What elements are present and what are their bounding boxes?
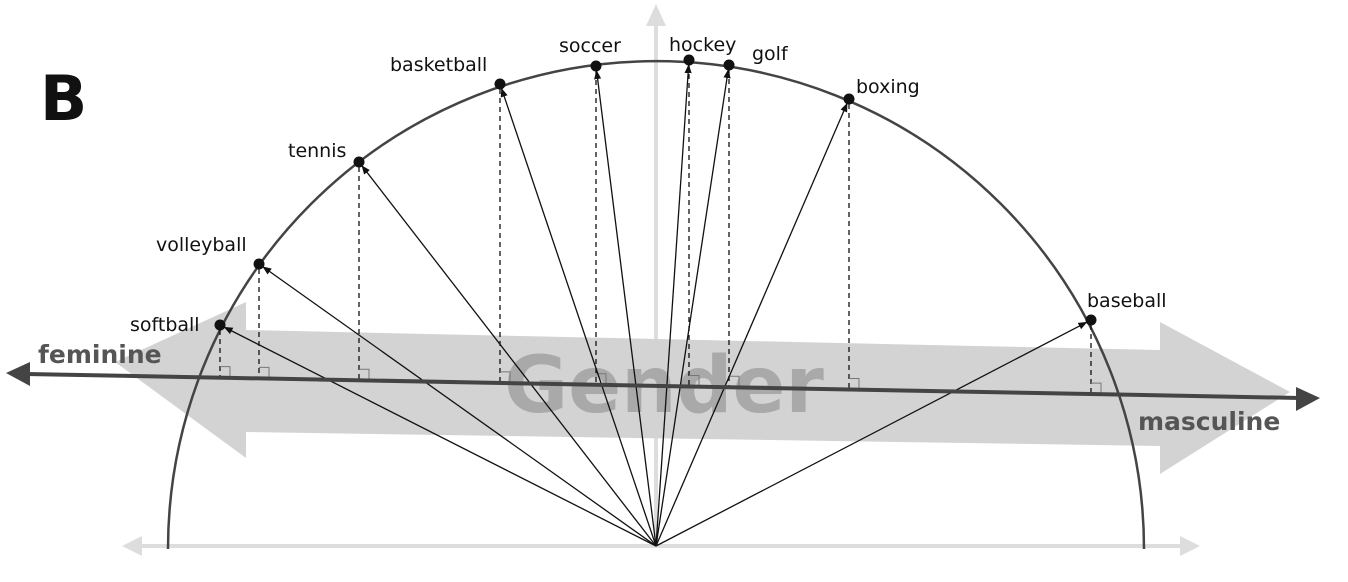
- label-tennis: tennis: [288, 140, 346, 162]
- right-angle-marker-boxing: [849, 378, 860, 389]
- label-volleyball: volleyball: [156, 234, 247, 256]
- gender-axis-line: [25, 372, 1301, 400]
- panel-label: B: [40, 62, 87, 135]
- gender-axis-right-arrowhead: [1296, 387, 1320, 411]
- vector-volleyball: [262, 266, 657, 547]
- word-points: softball volleyball tennis basketball soccer…: [130, 34, 1167, 336]
- right-angle-marker-hockey: [689, 374, 700, 386]
- vector-soccer: [594, 70, 657, 547]
- label-soccer: soccer: [559, 35, 621, 57]
- vector-hockey: [655, 64, 692, 547]
- base-axis-left-arrowhead: [122, 536, 142, 556]
- label-softball: softball: [130, 314, 200, 336]
- unit-semicircle: [166, 59, 1146, 550]
- vector-basketball: [500, 87, 657, 547]
- gender-axis-left-arrowhead: [6, 362, 30, 386]
- point-softball: [214, 319, 226, 331]
- label-boxing: boxing: [856, 76, 920, 98]
- feminine-label: feminine: [38, 340, 162, 369]
- base-axis-right-arrowhead: [1180, 536, 1200, 556]
- label-hockey: hockey: [669, 34, 736, 56]
- point-golf: [723, 59, 735, 71]
- right-angle-marker-softball: [220, 366, 231, 377]
- point-hockey: [683, 54, 695, 66]
- right-angle-marker-golf: [729, 375, 740, 387]
- right-angle-marker-basketball: [500, 371, 511, 382]
- right-angle-marker-baseball: [1091, 382, 1102, 394]
- point-soccer: [590, 60, 602, 72]
- word-vectors: [223, 64, 1088, 547]
- label-basketball: basketball: [390, 54, 487, 76]
- label-baseball: baseball: [1087, 290, 1167, 312]
- gender-axis: [6, 362, 1320, 411]
- projection-lines: [219, 65, 1102, 395]
- right-angle-marker-tennis: [359, 368, 370, 380]
- point-tennis: [353, 156, 365, 168]
- vector-tennis: [361, 165, 657, 547]
- vertical-axis-arrowhead: [646, 4, 666, 26]
- masculine-label: masculine: [1138, 407, 1280, 436]
- vector-golf: [655, 69, 731, 547]
- label-golf: golf: [752, 43, 789, 65]
- vector-baseball: [655, 321, 1088, 547]
- point-volleyball: [253, 258, 265, 270]
- point-baseball: [1085, 314, 1097, 326]
- point-boxing: [843, 93, 855, 105]
- right-angle-marker-volleyball: [259, 366, 270, 378]
- vector-softball: [223, 326, 657, 547]
- background-axes: [122, 4, 1200, 556]
- right-angle-marker-soccer: [596, 373, 607, 384]
- vector-boxing: [655, 102, 848, 547]
- point-basketball: [494, 78, 506, 90]
